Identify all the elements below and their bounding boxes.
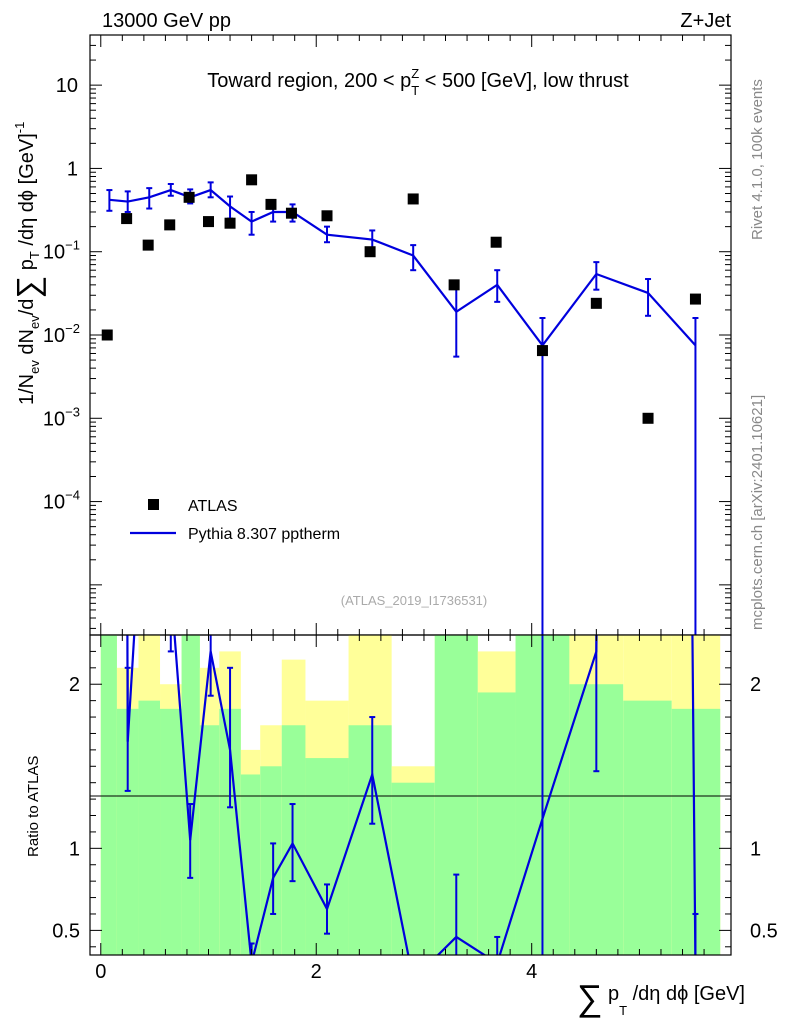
atlas-point: [364, 246, 376, 258]
atlas-point: [689, 293, 701, 305]
x-tick-label: 0: [95, 961, 106, 983]
band-inner: [391, 782, 435, 955]
ratio-mc-series: [124, 635, 699, 955]
y-tick-label: 1: [67, 158, 78, 180]
y-tick-label: 10−4: [43, 488, 80, 514]
ratio-y-label: Ratio to ATLAS: [25, 756, 42, 857]
ratio-bands: [100, 635, 721, 955]
header-left: 13000 GeV pp: [102, 10, 231, 32]
ratio-y-tick-label: 2: [69, 674, 80, 696]
band-inner: [116, 708, 139, 955]
atlas-point: [203, 216, 215, 228]
svg-text:1/Nev dNev/d∑ pT /dη dϕ [GeV]: 1/Nev dNev/d∑ pT /dη dϕ [GeV]-1: [10, 122, 46, 405]
ratio-y-ticks: 0.5 0.5 1 1 2 2: [52, 650, 778, 948]
atlas-point: [121, 213, 133, 225]
x-tick-label: 4: [526, 961, 537, 983]
atlas-point: [142, 239, 154, 251]
ratio-panel: 0.5 0.5 1 1 2 2 0 2 4 Ratio to ATLAS ∑ pT /dη d…: [25, 634, 778, 1018]
atlas-point: [448, 279, 460, 291]
band-inner: [181, 635, 200, 955]
band-inner: [623, 700, 672, 955]
header-right: Z+Jet: [680, 10, 731, 32]
ratio-y-tick-label: 1: [69, 838, 80, 860]
x-axis-label: ∑ pT /dη dϕ [GeV]: [577, 977, 745, 1018]
legend: ATLAS Pythia 8.307 pptherm: [130, 498, 340, 543]
ratio-frame: [89, 634, 732, 956]
main-y-ticks: 10−4 10−3 10−2 10−1 1 10: [43, 34, 731, 629]
ratio-y-tick-label: 0.5: [52, 920, 80, 942]
atlas-point: [590, 297, 602, 309]
band-inner: [100, 635, 117, 955]
legend-atlas-marker: [148, 499, 159, 510]
band-inner: [138, 700, 161, 955]
atlas-point: [407, 193, 419, 205]
band-inner: [260, 766, 282, 955]
band-inner: [219, 708, 241, 955]
band-inner: [281, 725, 306, 955]
band-inner: [240, 774, 261, 955]
band-inner: [199, 725, 220, 955]
atlas-point: [490, 236, 502, 248]
ratio-x-ticks: 0 2 4: [95, 635, 705, 983]
legend-atlas-label: ATLAS: [188, 498, 238, 515]
y-tick-label: 10: [56, 75, 78, 97]
atlas-point: [224, 217, 236, 229]
atlas-series: [101, 174, 701, 424]
ratio-y-tick-label-right: 0.5: [750, 920, 778, 942]
atlas-point: [246, 174, 258, 186]
atlas-point: [164, 219, 176, 231]
y-tick-label: 10−1: [43, 238, 80, 264]
atlas-point: [183, 191, 195, 203]
main-x-ticks: [100, 35, 705, 635]
mcplots-label: mcplots.cern.ch [arXiv:2401.10621]: [749, 395, 766, 630]
rivet-label: Rivet 4.1.0, 100k events: [749, 79, 766, 240]
atlas-point: [321, 210, 333, 222]
band-inner: [160, 708, 182, 955]
band-inner: [477, 692, 516, 955]
y-tick-label: 10−3: [43, 404, 80, 430]
svg-text:∑ pT /dη dϕ [GeV]: ∑ pT /dη dϕ [GeV]: [577, 977, 745, 1018]
atlas-point: [285, 207, 297, 219]
analysis-tag: (ATLAS_2019_I1736531): [341, 593, 487, 608]
ratio-y-tick-label-right: 2: [750, 674, 761, 696]
ratio-y-tick-label-right: 1: [750, 838, 761, 860]
x-tick-label: 2: [311, 961, 322, 983]
atlas-point: [101, 329, 113, 341]
atlas-point: [265, 198, 277, 210]
y-tick-label: 10−2: [43, 321, 80, 347]
atlas-point: [642, 412, 654, 424]
main-y-label: 1/Nev dNev/d∑ pT /dη dϕ [GeV]-1: [10, 122, 46, 405]
main-panel: 10−4 10−3 10−2 10−1 1 10 Toward region, 200 <…: [10, 34, 732, 636]
plot-title: Toward region, 200 < pZ T < 500 [GeV], lo…: [207, 66, 629, 98]
legend-pythia-label: Pythia 8.307 pptherm: [188, 526, 340, 543]
atlas-point: [536, 345, 548, 357]
